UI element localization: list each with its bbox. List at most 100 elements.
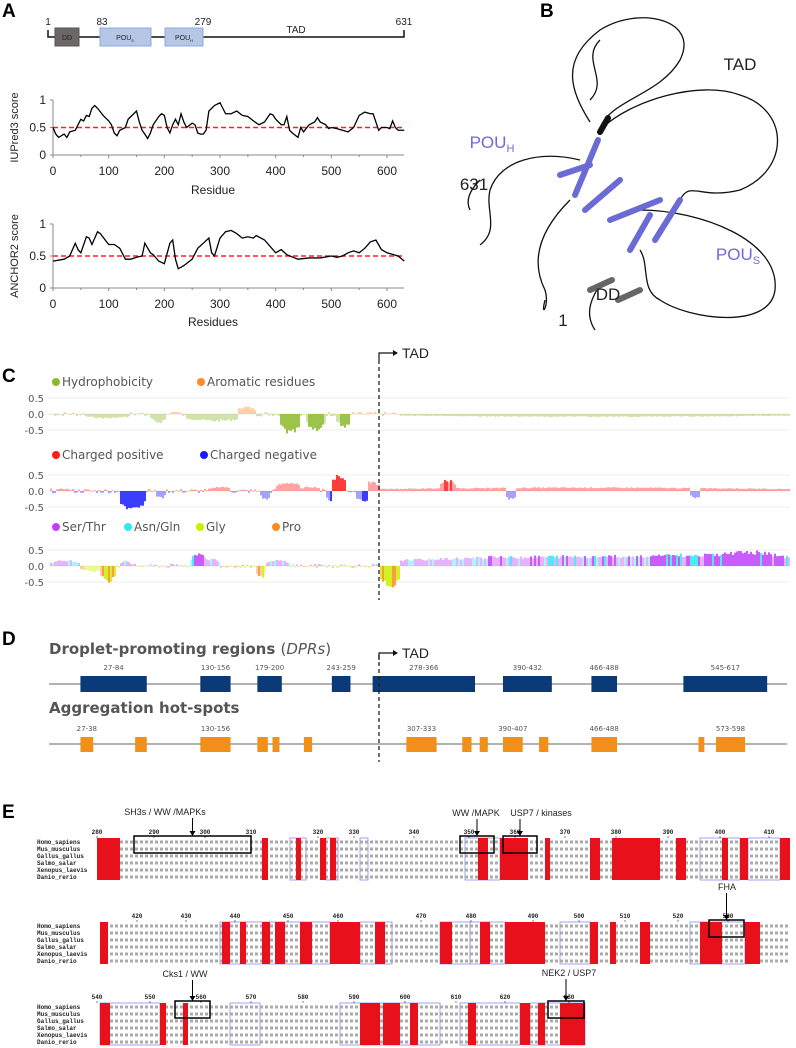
hotspot-box bbox=[303, 737, 313, 752]
tad-arrow bbox=[378, 652, 393, 660]
profile-bar bbox=[622, 488, 624, 491]
profile-bar bbox=[560, 556, 562, 566]
profile-bar bbox=[634, 488, 636, 491]
profile-bar bbox=[496, 558, 498, 566]
profile-bar bbox=[272, 414, 274, 417]
profile-bar bbox=[180, 412, 182, 414]
profile-bar bbox=[318, 488, 320, 491]
profile-bar bbox=[484, 488, 486, 491]
position-dot bbox=[353, 836, 355, 838]
profile-bar bbox=[344, 414, 346, 428]
species-name: Gallus_gallus bbox=[37, 1018, 84, 1025]
profile-bar bbox=[292, 414, 294, 430]
conserved-column bbox=[560, 1003, 585, 1045]
tad-arrow-head bbox=[393, 350, 398, 356]
profile-bar bbox=[70, 560, 72, 566]
profile-bar bbox=[722, 488, 724, 491]
profile-bar bbox=[766, 414, 768, 416]
profile-bar bbox=[676, 488, 678, 491]
profile-bar bbox=[466, 557, 468, 566]
profile-bar bbox=[426, 414, 428, 417]
profile-bar bbox=[300, 564, 302, 566]
profile-bar bbox=[764, 488, 766, 491]
profile-bar bbox=[138, 414, 140, 415]
profile-bar bbox=[598, 414, 600, 417]
profile-bar bbox=[778, 556, 780, 566]
profile-bar bbox=[308, 414, 310, 427]
profile-bar bbox=[132, 491, 134, 508]
profile-bar bbox=[218, 561, 220, 566]
profile-bar bbox=[772, 489, 774, 491]
profile-bar bbox=[64, 560, 66, 566]
profile-bar bbox=[424, 414, 426, 416]
profile-bar bbox=[254, 410, 256, 414]
profile-bar bbox=[284, 560, 286, 566]
profile-bar bbox=[784, 489, 786, 491]
position-dot bbox=[149, 1001, 151, 1003]
profile-bar bbox=[594, 555, 596, 566]
profile-bar bbox=[524, 414, 526, 417]
profile-bar bbox=[716, 414, 718, 417]
profile-bar bbox=[776, 414, 778, 416]
profile-bar bbox=[672, 554, 674, 566]
profile-bar bbox=[594, 414, 596, 417]
profile-bar bbox=[76, 562, 78, 566]
profile-bar bbox=[532, 487, 534, 491]
profile-bar bbox=[650, 414, 652, 417]
profile-bar bbox=[552, 414, 554, 417]
profile-bar bbox=[608, 487, 610, 491]
profile-bar bbox=[572, 487, 574, 491]
pous-helix-1 bbox=[607, 197, 663, 223]
profile-bar bbox=[490, 555, 492, 566]
profile-bar bbox=[470, 558, 472, 566]
profile-bar bbox=[576, 556, 578, 566]
profile-bar bbox=[386, 566, 388, 586]
profile-bar bbox=[388, 489, 390, 491]
profile-bar bbox=[398, 566, 400, 580]
profile-bar bbox=[218, 414, 220, 422]
profile-bar bbox=[738, 414, 740, 417]
profile-bar bbox=[328, 565, 330, 566]
profile-bar bbox=[732, 414, 734, 417]
profile-bar bbox=[50, 488, 52, 491]
profile-bar bbox=[650, 487, 652, 491]
position-dot bbox=[96, 1001, 98, 1003]
profile-bar bbox=[492, 414, 494, 417]
profile-bar bbox=[462, 559, 464, 566]
profile-bar bbox=[58, 488, 60, 491]
structure-dd-label: DD bbox=[596, 285, 621, 304]
profile-bar bbox=[170, 491, 172, 492]
motif-label: WW /MAPK bbox=[452, 808, 500, 818]
conserved-column bbox=[676, 838, 686, 880]
profile-bar bbox=[652, 414, 654, 417]
profile-bar bbox=[628, 414, 630, 417]
profile-bar bbox=[562, 414, 564, 417]
profile-bar bbox=[586, 488, 588, 491]
profile-bar bbox=[324, 489, 326, 491]
legend-dot-asn-gln bbox=[124, 523, 132, 531]
profile-bar bbox=[166, 489, 168, 491]
profile-bar bbox=[770, 414, 772, 416]
profile-bar bbox=[478, 556, 480, 566]
profile-bar bbox=[756, 488, 758, 491]
hotspot-range-label: 573-598 bbox=[716, 725, 745, 733]
profile-bar bbox=[218, 487, 220, 491]
profile-bar bbox=[546, 414, 548, 417]
profile-bar bbox=[528, 488, 530, 491]
profile-bar bbox=[784, 558, 786, 566]
profile-bar bbox=[428, 558, 430, 566]
profile-bar bbox=[538, 414, 540, 417]
position-dot bbox=[504, 1001, 506, 1003]
profile-bar bbox=[368, 412, 370, 414]
profile-bar bbox=[686, 555, 688, 566]
profile-bar bbox=[670, 414, 672, 417]
profile-bar bbox=[300, 488, 302, 491]
profile-bar bbox=[720, 414, 722, 417]
position-label: 460 bbox=[333, 913, 344, 920]
profile-bar bbox=[236, 566, 238, 568]
profile-bar bbox=[424, 560, 426, 566]
profile-bar bbox=[550, 555, 552, 566]
profile-bar bbox=[196, 414, 198, 421]
profile-bar bbox=[416, 414, 418, 416]
profile-bar bbox=[514, 491, 516, 498]
